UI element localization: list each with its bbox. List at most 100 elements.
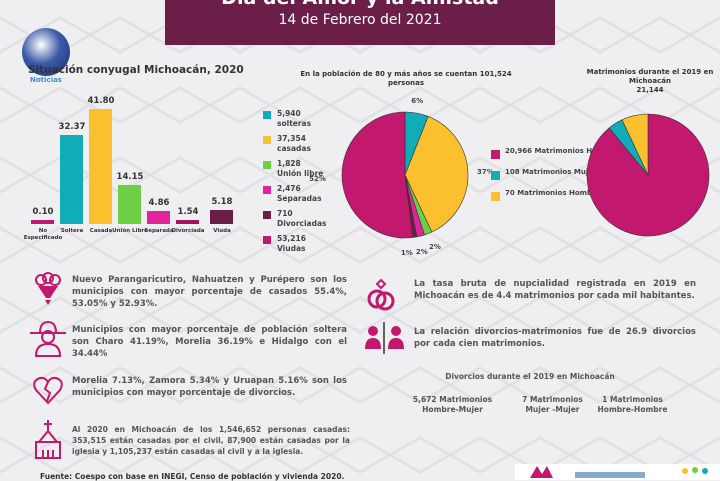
divorce-count: 1 Matrimonios xyxy=(602,395,663,404)
legend-label: Unión libre xyxy=(277,168,324,178)
fact-divorcios: Morelia 7.13%, Zamora 5.34% y Uruapan 5.… xyxy=(72,376,347,398)
divorce-count: 7 Matrimonios xyxy=(522,395,583,404)
legend2-count: 70 xyxy=(505,189,515,197)
government-logos xyxy=(515,464,720,480)
legend-swatch xyxy=(263,211,271,219)
bouquet-icon xyxy=(35,272,61,305)
legend2-item: 108 Matrimonios Mujer -Mujer xyxy=(491,168,624,180)
bar-value-label: 32.37 xyxy=(58,122,86,133)
news-logo: Noticias xyxy=(22,28,70,84)
pie2-title-text: Matrimonios durante el 2019 en Michoacán xyxy=(586,68,714,85)
legend2-text: 20,966 Matrimonios Hombre-Mujer xyxy=(505,147,643,156)
legend-item: 53,216 Viudas xyxy=(263,234,306,253)
legend-count: 37,354 xyxy=(277,134,306,143)
pie1-pct-label: 1% xyxy=(400,249,413,258)
bar-category-label: Casada xyxy=(89,228,113,234)
bar-category-label: Soltera xyxy=(60,228,84,234)
divorce-count: 5,672 Matrimonios xyxy=(412,395,493,404)
fact-divorcios-matrimonios: La relación divorcios-matrimonios fue de… xyxy=(414,327,696,349)
bar-value-label: 1.54 xyxy=(177,206,199,217)
separated-couple-icon xyxy=(365,322,404,354)
legend-item: 1,828 Unión libre xyxy=(263,159,323,178)
legend-label: Divorciadas xyxy=(277,218,327,228)
bar-value-label: 14.15 xyxy=(116,172,144,183)
legend-label: solteras xyxy=(277,118,312,128)
pie1-slice-5 xyxy=(341,111,414,239)
bar-category-label: Unión Libre xyxy=(112,228,148,234)
legend-swatch xyxy=(263,136,271,144)
bar-1 xyxy=(60,135,83,224)
pie1-pct-label: 2% xyxy=(415,247,428,256)
legend2-label: Matrimonios Mujer -Mujer xyxy=(522,168,625,176)
divorce-type: Mujer -Mujer xyxy=(525,404,580,414)
legend-swatch xyxy=(263,236,271,244)
pie2-chart xyxy=(586,113,710,237)
legend2-swatch xyxy=(491,192,500,201)
legend-item: 2,476 Separadas xyxy=(263,184,322,203)
pie1-pct-label: 37% xyxy=(476,167,494,176)
header-banner: Día del Amor y la Amistad 14 de Febrero … xyxy=(165,0,555,45)
broken-heart-icon xyxy=(33,376,63,405)
legend-item: 710 Divorciadas xyxy=(263,209,327,228)
pie1-pct-label: 6% xyxy=(411,97,424,106)
pie2-total: 21,144 xyxy=(636,86,664,94)
rings-icon xyxy=(367,278,395,311)
legend-swatch xyxy=(263,111,271,119)
divorces-title: Divorcios durante el 2019 en Michoacán xyxy=(445,372,615,381)
legend2-label: Matrimonios Hombre-Mujer xyxy=(534,147,643,155)
legend-item: 5,940 solteras xyxy=(263,109,311,128)
pie1-title: En la población de 80 y más años se cuen… xyxy=(300,70,512,87)
bar-category-label: Viuda xyxy=(213,228,231,234)
fact-nupcialidad: La tasa bruta de nupcialidad registrada … xyxy=(414,279,696,301)
pie1-slice-1 xyxy=(404,116,469,233)
bar-6 xyxy=(210,209,233,224)
bar-category-label: Divorciada xyxy=(171,228,205,234)
divorce-stat: 5,672 Matrimonios Hombre-Mujer xyxy=(405,395,500,414)
page-title: Día del Amor y la Amistad xyxy=(165,0,555,8)
legend2-swatch xyxy=(491,171,500,180)
legend2-swatch xyxy=(491,150,500,159)
legend2-count: 108 xyxy=(505,168,520,176)
page-date: 14 de Febrero del 2021 xyxy=(278,12,442,28)
legend-swatch xyxy=(263,161,271,169)
pie1-pct-label: 52% xyxy=(309,174,326,183)
bar-category-label: Separada xyxy=(144,228,174,234)
divorce-type: Hombre-Mujer xyxy=(422,404,483,414)
woman-icon xyxy=(30,320,66,357)
legend-swatch xyxy=(263,186,271,194)
legend2-item: 20,966 Matrimonios Hombre-Mujer xyxy=(491,147,643,159)
pie1-chart xyxy=(341,111,469,239)
pie1-pct-label: 2% xyxy=(428,242,441,251)
legend-count: 53,216 xyxy=(277,234,306,243)
bar-4 xyxy=(147,210,170,224)
legend2-text: 108 Matrimonios Mujer -Mujer xyxy=(505,168,624,177)
bar-chart-title: Situación conyugal Michoacán, 2020 xyxy=(28,64,244,76)
legend-item: 37,354 casadas xyxy=(263,134,311,153)
legend-count: 1,828 xyxy=(277,159,301,168)
bar-value-label: 0.10 xyxy=(32,207,54,217)
legend-label: casadas xyxy=(277,143,311,153)
pie2-title: Matrimonios durante el 2019 en Michoacán… xyxy=(585,68,715,95)
legend-count: 2,476 xyxy=(277,184,301,193)
legend-label: Separadas xyxy=(277,193,322,203)
legend-label: Viudas xyxy=(277,243,306,253)
logo-text: Noticias xyxy=(30,76,62,84)
legend-count: 5,940 xyxy=(277,109,301,118)
divorce-stat: 7 Matrimonios Mujer -Mujer xyxy=(505,395,600,414)
legend2-label: Matrimonios Hombre-Hombre xyxy=(517,189,635,197)
bar-value-label: 5.18 xyxy=(211,196,233,207)
legend2-text: 70 Matrimonios Hombre-Hombre xyxy=(505,189,634,198)
bar-category-label: No Especificado xyxy=(23,228,63,241)
legend2-count: 20,966 xyxy=(505,147,533,155)
fact-casados: Nuevo Parangaricutiro, Nahuatzen y Purép… xyxy=(72,275,347,309)
bar-value-label: 4.86 xyxy=(148,197,170,208)
bar-3 xyxy=(118,185,141,224)
fact-solteros: Municipios con mayor porcentaje de pobla… xyxy=(72,325,347,359)
church-icon xyxy=(35,420,61,459)
legend2-item: 70 Matrimonios Hombre-Hombre xyxy=(491,189,634,201)
bar-2 xyxy=(89,109,112,224)
fact-casados-civil-iglesia: Al 2020 en Michoacán de los 1,546,652 pe… xyxy=(72,425,350,456)
divorce-type: Hombre-Hombre xyxy=(597,404,668,414)
bar-0 xyxy=(31,220,54,224)
legend-count: 710 xyxy=(277,209,293,218)
